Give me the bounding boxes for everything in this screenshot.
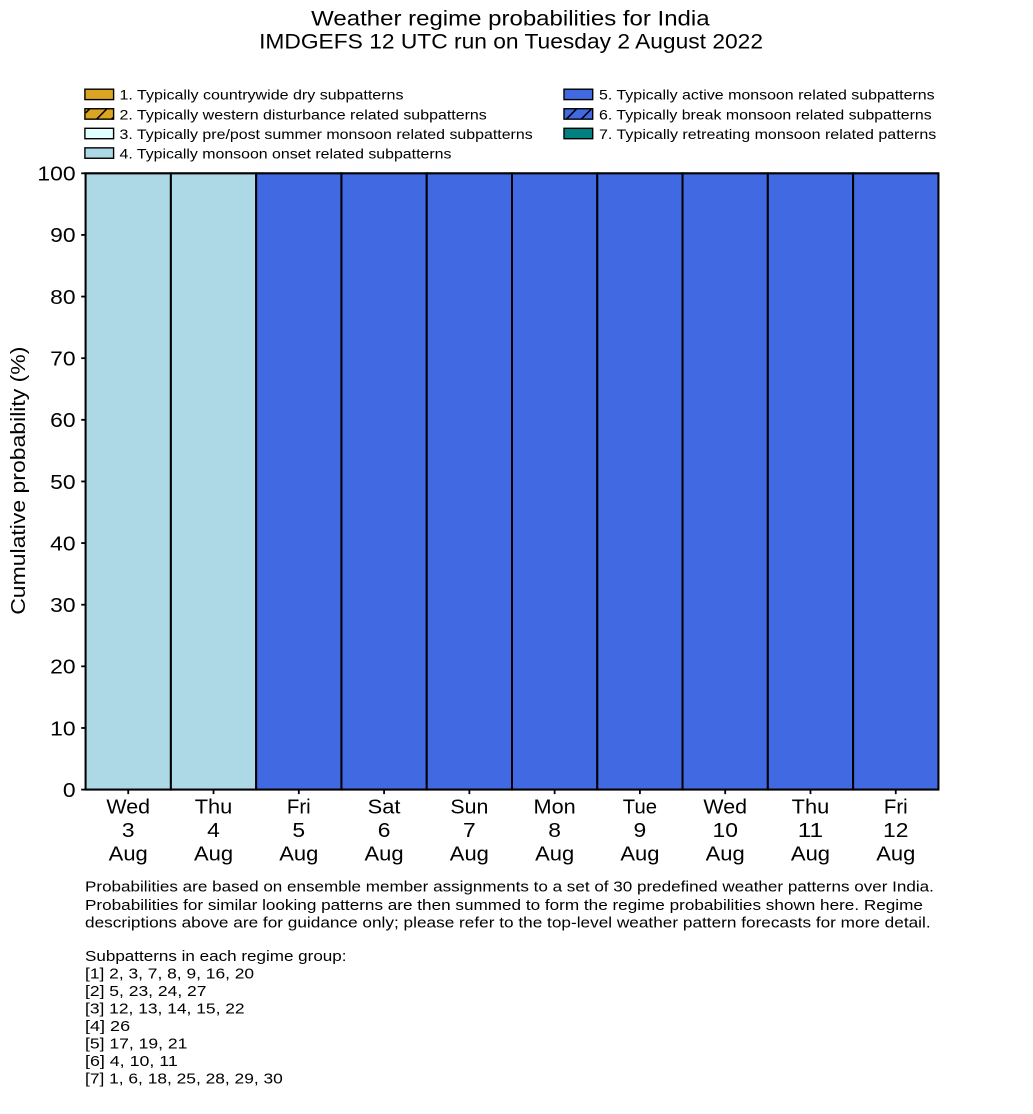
svg-text:2. Typically western disturban: 2. Typically western disturbance related…	[120, 106, 487, 122]
svg-text:Sun: Sun	[450, 796, 488, 818]
svg-text:11: 11	[798, 820, 823, 842]
svg-text:[6] 4, 10, 11: [6] 4, 10, 11	[85, 1053, 178, 1070]
svg-text:100: 100	[37, 164, 75, 186]
svg-text:Thu: Thu	[792, 796, 830, 818]
svg-text:Aug: Aug	[450, 844, 489, 866]
svg-text:Aug: Aug	[620, 844, 659, 866]
svg-text:Tue: Tue	[623, 796, 657, 818]
svg-text:9: 9	[634, 820, 647, 842]
svg-text:60: 60	[50, 410, 75, 432]
svg-text:8: 8	[548, 820, 561, 842]
svg-text:Probabilities are based on ens: Probabilities are based on ensemble memb…	[85, 879, 934, 896]
svg-text:80: 80	[50, 287, 75, 309]
svg-text:Fri: Fri	[884, 796, 908, 818]
svg-text:3: 3	[122, 820, 135, 842]
svg-text:90: 90	[50, 225, 75, 247]
svg-text:[4] 26: [4] 26	[85, 1018, 130, 1035]
svg-text:7: 7	[463, 820, 476, 842]
svg-text:Aug: Aug	[365, 844, 404, 866]
svg-text:descriptions above are for gui: descriptions above are for guidance only…	[85, 915, 931, 932]
svg-text:Aug: Aug	[279, 844, 318, 866]
svg-text:Wed: Wed	[703, 796, 747, 818]
svg-text:50: 50	[50, 472, 75, 494]
svg-text:Sat: Sat	[368, 796, 401, 818]
svg-text:30: 30	[50, 595, 75, 617]
svg-text:IMDGEFS 12 UTC run on Tuesday: IMDGEFS 12 UTC run on Tuesday 2 August 2…	[259, 30, 763, 53]
svg-text:[7] 1, 6, 18, 25, 28, 29, 30: [7] 1, 6, 18, 25, 28, 29, 30	[85, 1071, 283, 1088]
svg-text:0: 0	[63, 780, 76, 802]
svg-text:Aug: Aug	[706, 844, 745, 866]
svg-text:[1] 2, 3, 7, 8, 9, 16, 20: [1] 2, 3, 7, 8, 9, 16, 20	[85, 966, 254, 983]
svg-text:Aug: Aug	[109, 844, 148, 866]
svg-text:12: 12	[883, 820, 908, 842]
svg-text:7. Typically retreating monsoo: 7. Typically retreating monsoon related …	[599, 126, 936, 142]
svg-text:Cumulative probability (%): Cumulative probability (%)	[8, 347, 30, 615]
svg-text:Aug: Aug	[194, 844, 233, 866]
svg-text:Aug: Aug	[791, 844, 830, 866]
svg-text:10: 10	[713, 820, 738, 842]
svg-text:20: 20	[50, 657, 75, 679]
svg-text:[5] 17, 19, 21: [5] 17, 19, 21	[85, 1036, 187, 1053]
svg-text:Probabilities for similar look: Probabilities for similar looking patter…	[85, 897, 923, 914]
svg-text:40: 40	[50, 533, 75, 555]
svg-text:Thu: Thu	[195, 796, 233, 818]
svg-text:Aug: Aug	[535, 844, 574, 866]
svg-text:4: 4	[207, 820, 220, 842]
svg-text:1. Typically countrywide dry s: 1. Typically countrywide dry subpatterns	[120, 87, 404, 103]
svg-text:Aug: Aug	[876, 844, 915, 866]
svg-text:5: 5	[292, 820, 305, 842]
svg-text:[2] 5, 23, 24, 27: [2] 5, 23, 24, 27	[85, 983, 207, 1000]
svg-text:6: 6	[378, 820, 391, 842]
svg-text:4. Typically monsoon onset rel: 4. Typically monsoon onset related subpa…	[120, 145, 452, 161]
svg-text:Wed: Wed	[106, 796, 150, 818]
svg-text:Subpatterns in each regime gro: Subpatterns in each regime group:	[85, 948, 347, 965]
svg-text:[3] 12, 13, 14, 15, 22: [3] 12, 13, 14, 15, 22	[85, 1001, 245, 1018]
svg-text:Fri: Fri	[287, 796, 311, 818]
svg-text:70: 70	[50, 348, 75, 370]
svg-text:5. Typically active monsoon re: 5. Typically active monsoon related subp…	[599, 87, 935, 103]
svg-text:3. Typically pre/post summer m: 3. Typically pre/post summer monsoon rel…	[120, 126, 533, 142]
svg-text:6. Typically break monsoon rel: 6. Typically break monsoon related subpa…	[599, 106, 932, 122]
svg-text:Weather regime probabilities f: Weather regime probabilities for India	[311, 8, 710, 31]
svg-text:10: 10	[50, 718, 75, 740]
svg-text:Mon: Mon	[534, 796, 576, 818]
